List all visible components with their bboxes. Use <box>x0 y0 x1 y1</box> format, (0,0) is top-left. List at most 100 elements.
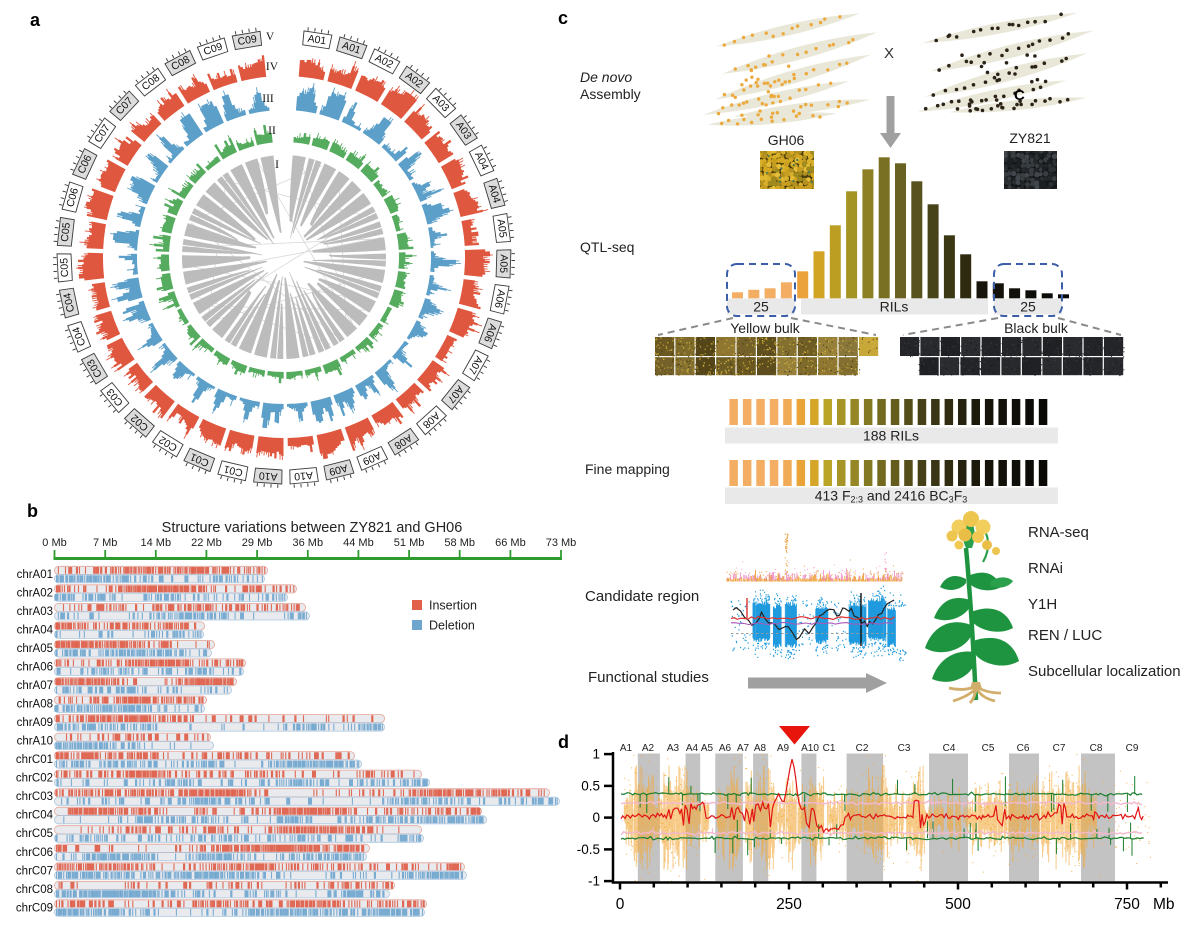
svg-text:C09: C09 <box>202 40 224 58</box>
svg-text:chrC06: chrC06 <box>16 847 53 859</box>
svg-text:chrC02: chrC02 <box>16 773 53 785</box>
svg-text:Insertion: Insertion <box>429 599 477 613</box>
svg-text:7 Mb: 7 Mb <box>93 537 117 549</box>
svg-text:A9: A9 <box>777 743 790 754</box>
svg-text:C8: C8 <box>1090 743 1103 754</box>
svg-text:A8: A8 <box>754 743 767 754</box>
svg-text:750: 750 <box>1114 896 1140 913</box>
svg-text:A10: A10 <box>294 469 314 483</box>
svg-text:chrA08: chrA08 <box>17 699 53 711</box>
svg-text:Mb: Mb <box>1153 896 1175 913</box>
svg-text:0: 0 <box>592 810 600 825</box>
svg-text:25: 25 <box>1020 299 1036 315</box>
svg-text:RNA-seq: RNA-seq <box>1028 524 1089 541</box>
svg-text:chrA03: chrA03 <box>17 606 53 618</box>
svg-text:chrC04: chrC04 <box>16 810 54 822</box>
svg-text:188 RILs: 188 RILs <box>863 428 919 444</box>
svg-text:C6: C6 <box>1017 743 1030 754</box>
svg-text:A01: A01 <box>307 33 327 48</box>
svg-text:A06: A06 <box>492 288 507 309</box>
svg-text:22 Mb: 22 Mb <box>191 537 222 549</box>
svg-text:Yellow bulk: Yellow bulk <box>730 320 801 336</box>
svg-text:III: III <box>262 93 274 105</box>
svg-text:Assembly: Assembly <box>580 86 641 102</box>
svg-text:413 F2:3 and 2416 BC3F3: 413 F2:3 and 2416 BC3F3 <box>815 488 968 505</box>
svg-text:Y1H: Y1H <box>1028 596 1057 613</box>
svg-text:36 Mb: 36 Mb <box>293 537 324 549</box>
svg-text:A10: A10 <box>258 469 278 482</box>
svg-text:51 Mb: 51 Mb <box>394 537 425 549</box>
svg-text:250: 250 <box>776 896 802 913</box>
svg-text:Deletion: Deletion <box>429 619 475 633</box>
svg-text:25: 25 <box>753 299 769 315</box>
svg-text:RILs: RILs <box>880 299 909 315</box>
svg-text:29 Mb: 29 Mb <box>242 537 273 549</box>
svg-text:chrC08: chrC08 <box>16 884 53 896</box>
svg-text:Functional studies: Functional studies <box>588 669 709 686</box>
svg-text:0.5: 0.5 <box>581 778 600 793</box>
svg-text:C3: C3 <box>898 743 911 754</box>
svg-text:d: d <box>558 732 569 752</box>
svg-text:chrC09: chrC09 <box>16 902 53 914</box>
svg-text:II: II <box>268 125 276 137</box>
svg-text:A10: A10 <box>801 743 819 754</box>
svg-text:chrC05: chrC05 <box>16 828 53 840</box>
svg-text:V: V <box>266 31 275 43</box>
svg-text:C9: C9 <box>1126 743 1139 754</box>
svg-text:44 Mb: 44 Mb <box>343 537 374 549</box>
svg-text:C4: C4 <box>943 743 956 754</box>
svg-text:chrA01: chrA01 <box>17 569 53 581</box>
svg-text:b: b <box>27 501 38 521</box>
svg-text:Candidate region: Candidate region <box>585 588 699 605</box>
svg-text:-0.5: -0.5 <box>577 842 600 857</box>
svg-text:Black bulk: Black bulk <box>1004 320 1069 336</box>
svg-text:Fine mapping: Fine mapping <box>585 461 670 477</box>
svg-text:C1: C1 <box>823 743 836 754</box>
svg-text:A09: A09 <box>328 461 349 477</box>
svg-text:a: a <box>30 10 41 30</box>
svg-text:C04: C04 <box>61 292 77 313</box>
svg-text:chrA05: chrA05 <box>17 643 53 655</box>
svg-text:I: I <box>275 159 279 171</box>
svg-text:GH06: GH06 <box>768 132 805 148</box>
svg-text:A6: A6 <box>719 743 732 754</box>
svg-text:ZY821: ZY821 <box>1009 130 1050 146</box>
svg-text:C06: C06 <box>64 186 81 208</box>
svg-text:0 Mb: 0 Mb <box>42 537 66 549</box>
svg-text:73 Mb: 73 Mb <box>546 537 577 549</box>
svg-text:-1: -1 <box>588 874 600 889</box>
svg-text:De novo: De novo <box>580 69 632 85</box>
svg-text:14 Mb: 14 Mb <box>141 537 172 549</box>
svg-text:C09: C09 <box>237 33 258 48</box>
svg-text:REN / LUC: REN / LUC <box>1028 627 1102 644</box>
svg-text:58 Mb: 58 Mb <box>444 537 475 549</box>
svg-text:0: 0 <box>616 896 625 913</box>
svg-text:QTL-seq: QTL-seq <box>580 239 634 255</box>
svg-text:RNAi: RNAi <box>1028 560 1063 577</box>
svg-text:chrC07: chrC07 <box>16 865 53 877</box>
svg-text:chrA10: chrA10 <box>17 736 53 748</box>
svg-text:C: C <box>1014 87 1025 104</box>
svg-text:A05: A05 <box>494 218 508 238</box>
svg-text:A05: A05 <box>497 254 510 273</box>
svg-text:chrC01: chrC01 <box>16 754 53 766</box>
svg-text:chrA07: chrA07 <box>17 680 53 692</box>
svg-text:A7: A7 <box>737 743 750 754</box>
svg-text:A4: A4 <box>686 743 699 754</box>
svg-text:A2: A2 <box>642 743 655 754</box>
svg-text:A1: A1 <box>620 743 633 754</box>
svg-text:66 Mb: 66 Mb <box>495 537 526 549</box>
svg-text:chrC03: chrC03 <box>16 791 53 803</box>
svg-text:X: X <box>884 45 894 62</box>
svg-text:c: c <box>558 8 568 28</box>
svg-text:500: 500 <box>945 896 971 913</box>
svg-text:chrA09: chrA09 <box>17 717 53 729</box>
svg-text:A3: A3 <box>667 743 680 754</box>
svg-text:A04: A04 <box>486 183 503 204</box>
svg-text:C01: C01 <box>222 463 244 479</box>
svg-text:C05: C05 <box>59 222 73 243</box>
svg-text:A5: A5 <box>701 743 714 754</box>
svg-text:C7: C7 <box>1053 743 1066 754</box>
svg-text:A01: A01 <box>341 39 363 56</box>
svg-text:chrA06: chrA06 <box>17 661 53 673</box>
